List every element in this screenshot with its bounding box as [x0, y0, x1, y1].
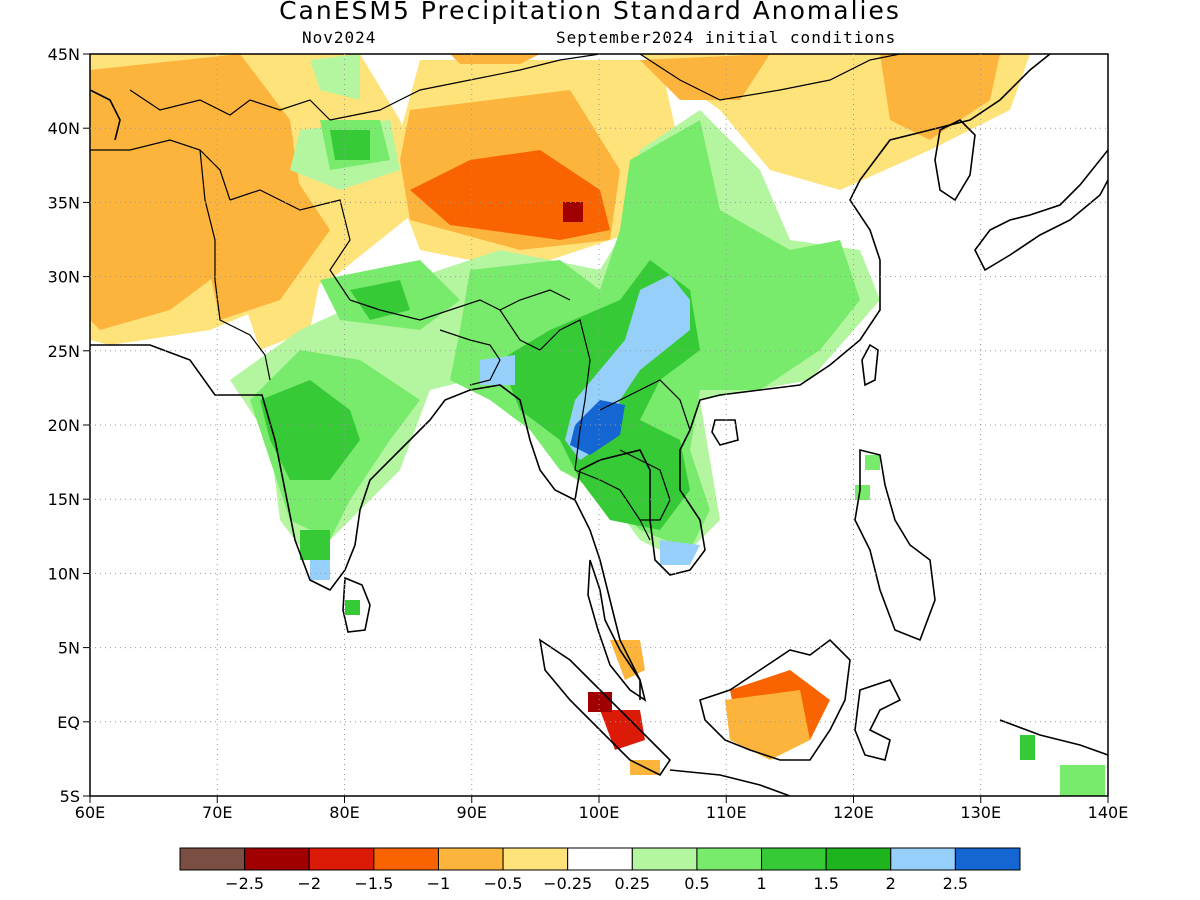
gridlines: [90, 54, 1108, 796]
lon-tick-label: 140E: [1088, 803, 1129, 822]
legend-label: −2.5: [225, 874, 264, 893]
anomaly-field: [90, 54, 1105, 796]
legend-label: −0.25: [543, 874, 592, 893]
legend-swatch: [954, 847, 1021, 871]
legend-swatch: [761, 847, 827, 871]
legend-label: −1.5: [354, 874, 393, 893]
lon-tick-label: 80E: [329, 803, 359, 822]
lon-tick-label: 100E: [579, 803, 620, 822]
chart-title: CanESM5 Precipitation Standard Anomalies: [279, 0, 901, 25]
wet-extreme-band: [570, 400, 625, 455]
legend-swatch: [244, 847, 310, 871]
legend-swatch: [567, 847, 633, 871]
lat-tick-label: 5N: [58, 639, 80, 658]
legend-label: 2.5: [943, 874, 968, 893]
legend-swatch: [308, 847, 375, 871]
lon-tick-label: 90E: [457, 803, 487, 822]
legend-swatch: [890, 847, 956, 871]
lat-tick-label: 20N: [48, 416, 80, 435]
maritime-dry-band: [610, 640, 810, 775]
initial-conditions-label: September2024 initial conditions: [556, 28, 897, 47]
legend-label: 0.25: [614, 874, 650, 893]
legend-swatch: [502, 847, 569, 871]
maritime-wet-spots: [345, 600, 1035, 760]
legend-swatch: [696, 847, 763, 871]
country-borders: [90, 54, 901, 541]
lat-tick-label: EQ: [57, 713, 80, 732]
legend-label: 0.5: [684, 874, 709, 893]
legend-swatch: [373, 847, 439, 871]
lon-tick-label: 60E: [75, 803, 105, 822]
lat-tick-label: 40N: [48, 119, 80, 138]
lon-tick-label: 120E: [833, 803, 874, 822]
legend-label: −0.5: [484, 874, 523, 893]
valid-month-label: Nov2024: [302, 28, 377, 47]
legend-label: −1: [427, 874, 451, 893]
legend-swatch: [631, 847, 698, 871]
lat-tick-label: 45N: [48, 45, 80, 64]
lat-tick-label: 10N: [48, 564, 80, 583]
lat-tick-label: 35N: [48, 193, 80, 212]
lat-tick-label: 30N: [48, 268, 80, 287]
maritime-light-wet-spots: [855, 455, 1105, 796]
lon-tick-label: 110E: [706, 803, 747, 822]
lon-tick-label: 70E: [202, 803, 232, 822]
lat-tick-label: 15N: [48, 490, 80, 509]
legend-label: −2: [297, 874, 321, 893]
legend-swatch: [437, 847, 504, 871]
legend-label: 1.5: [813, 874, 838, 893]
coastlines: [90, 54, 1108, 796]
legend-swatch: [179, 847, 246, 871]
lat-tick-label: 25N: [48, 342, 80, 361]
lon-tick-label: 130E: [960, 803, 1001, 822]
legend-label: 1: [756, 874, 766, 893]
latitude-ticks: 5S EQ 5N 10N 15N 20N 25N 30N 35N 40N 45N: [48, 45, 90, 806]
legend-swatch: [825, 847, 892, 871]
legend-label: 2: [886, 874, 896, 893]
dry-severe-band: [600, 710, 645, 750]
longitude-ticks: 60E 70E 80E 90E 100E 110E 120E 130E 140E: [75, 796, 1129, 822]
lat-tick-label: 5S: [60, 787, 80, 806]
color-legend: −2.5 −2 −1.5 −1 −0.5 −0.25 0.25 0.5 1 1.5 2 2.5: [179, 847, 1021, 893]
